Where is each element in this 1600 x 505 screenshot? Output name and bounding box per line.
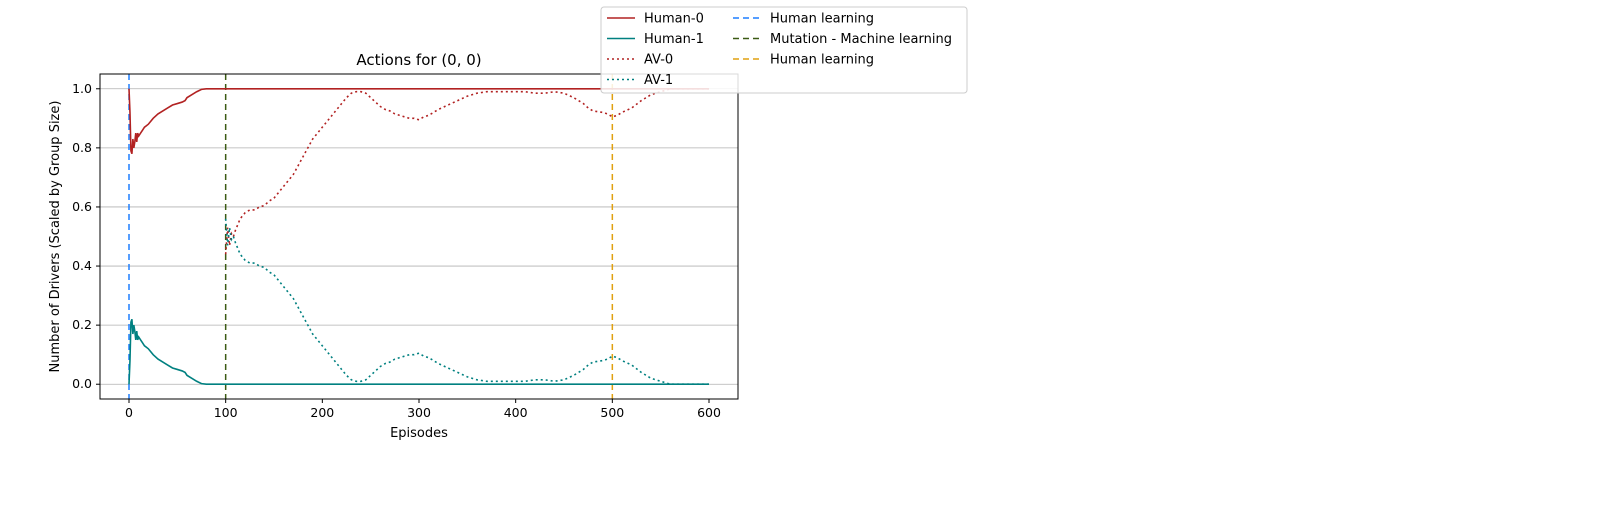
y-tick-label: 0.4 — [72, 258, 92, 273]
y-tick-label: 0.8 — [72, 140, 92, 155]
chart-title: Actions for (0, 0) — [356, 51, 481, 69]
gridlines — [100, 88, 738, 385]
series-line-av-0 — [224, 87, 709, 255]
x-axis-label: Episodes — [390, 426, 448, 441]
series-line-human-1 — [128, 318, 709, 386]
legend-label: Human learning — [770, 12, 874, 27]
x-tick-label: 0 — [125, 405, 133, 420]
y-tick-label: 0.2 — [72, 317, 92, 332]
legend-label: Mutation - Machine learning — [770, 32, 952, 47]
x-tick-label: 400 — [504, 405, 528, 420]
y-tick-label: 0.6 — [72, 199, 92, 214]
legend-label: Human-0 — [644, 12, 704, 27]
y-tick-label: 1.0 — [72, 81, 92, 96]
reference-lines — [128, 74, 614, 399]
x-tick-label: 500 — [600, 405, 624, 420]
plot-frame — [99, 73, 739, 400]
legend-label: Human learning — [770, 53, 874, 68]
series-line-av-1 — [224, 218, 709, 386]
y-tick-label: 0.0 — [72, 376, 92, 391]
legend-label: AV-1 — [644, 73, 673, 88]
legend-label: AV-0 — [644, 53, 673, 68]
y-axis-ticks: 0.0 0.2 0.4 0.6 0.8 1.0 — [72, 81, 100, 391]
series-line-human-0 — [128, 87, 709, 155]
y-axis-label: Number of Drivers (Scaled by Group Size) — [48, 101, 63, 373]
legend: Human-0 Human-1 AV-0 AV-1 Human learning Muta… — [600, 6, 968, 94]
legend-label: Human-1 — [644, 32, 704, 47]
x-tick-label: 600 — [697, 405, 721, 420]
x-tick-label: 200 — [310, 405, 334, 420]
x-axis-ticks: 0 100 200 300 400 500 600 — [125, 399, 721, 420]
legend-box — [600, 6, 968, 94]
x-tick-label: 100 — [214, 405, 238, 420]
x-tick-label: 300 — [407, 405, 431, 420]
series-lines — [128, 87, 709, 386]
